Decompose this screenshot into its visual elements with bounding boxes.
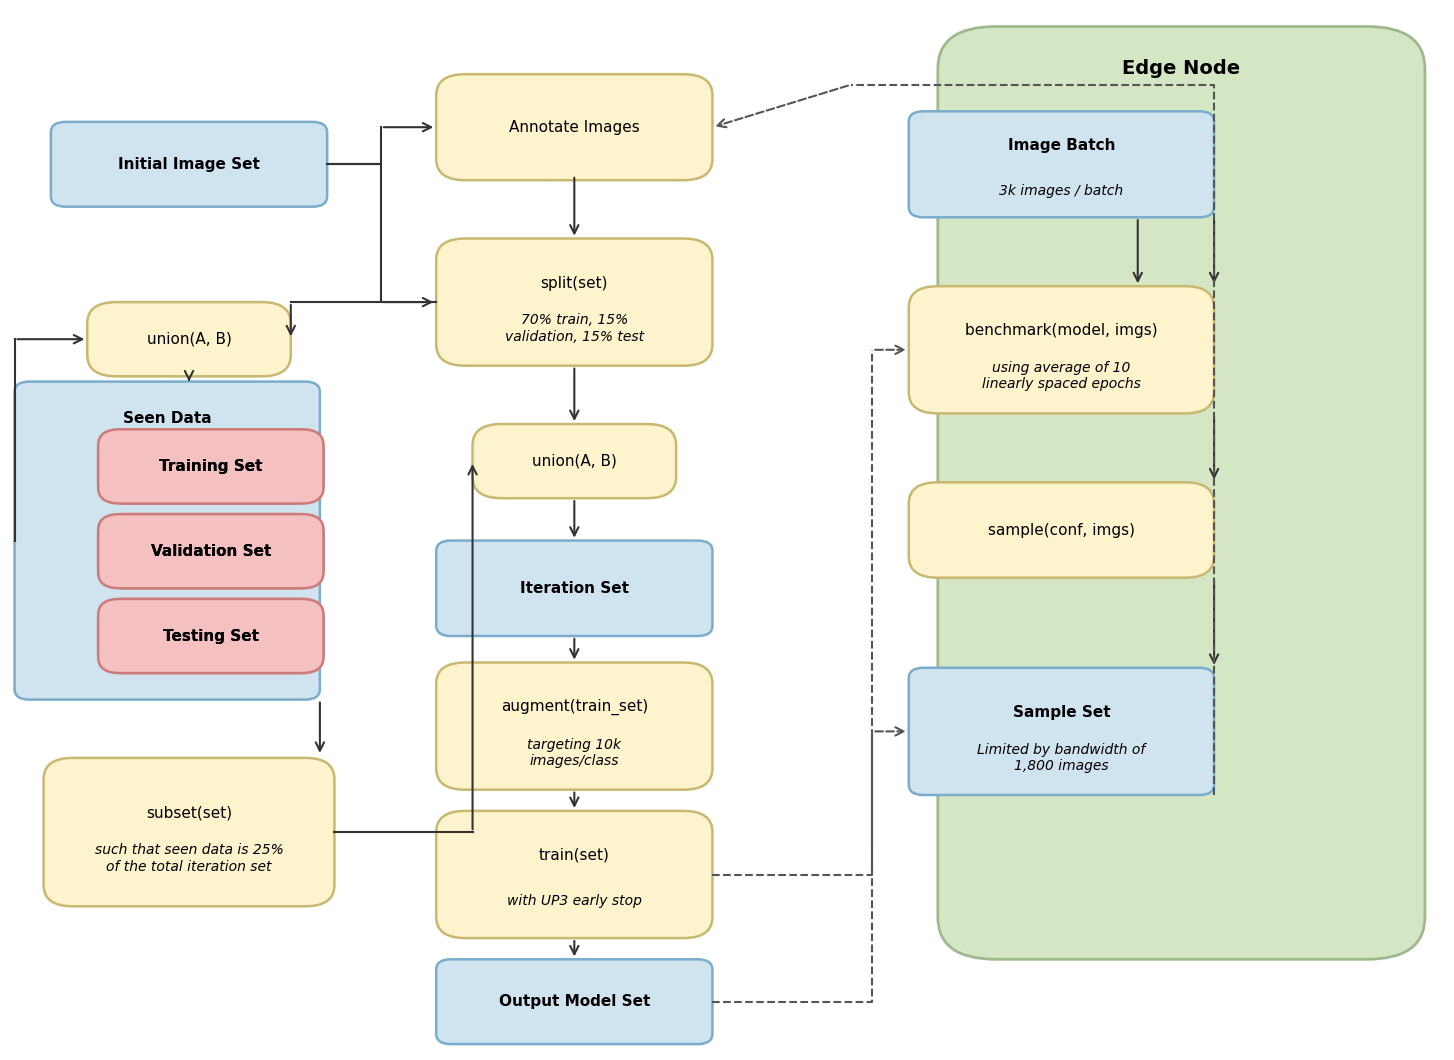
FancyBboxPatch shape xyxy=(436,959,712,1044)
Text: targeting 10k
images/class: targeting 10k images/class xyxy=(528,738,621,767)
FancyBboxPatch shape xyxy=(97,599,323,673)
Text: Output Model Set: Output Model Set xyxy=(499,994,650,1009)
Text: augment(train_set): augment(train_set) xyxy=(500,699,648,716)
FancyBboxPatch shape xyxy=(436,662,712,790)
Text: Testing Set: Testing Set xyxy=(163,629,259,643)
FancyBboxPatch shape xyxy=(97,599,323,673)
Text: Seen Data: Seen Data xyxy=(124,411,211,426)
Text: Iteration Set: Iteration Set xyxy=(521,581,628,596)
Text: Image Batch: Image Batch xyxy=(1008,138,1115,153)
FancyBboxPatch shape xyxy=(436,238,712,366)
Text: Testing Set: Testing Set xyxy=(163,629,259,643)
Text: Training Set: Training Set xyxy=(158,459,263,474)
FancyBboxPatch shape xyxy=(15,382,320,700)
FancyBboxPatch shape xyxy=(97,514,323,588)
Text: train(set): train(set) xyxy=(539,848,609,863)
Text: Validation Set: Validation Set xyxy=(151,544,270,559)
Text: 70% train, 15%
validation, 15% test: 70% train, 15% validation, 15% test xyxy=(505,314,644,343)
Text: union(A, B): union(A, B) xyxy=(532,454,616,469)
Text: Limited by bandwidth of
1,800 images: Limited by bandwidth of 1,800 images xyxy=(977,743,1146,773)
Text: split(set): split(set) xyxy=(541,276,608,290)
FancyBboxPatch shape xyxy=(436,74,712,180)
FancyBboxPatch shape xyxy=(97,429,323,503)
Text: such that seen data is 25%
of the total iteration set: such that seen data is 25% of the total … xyxy=(95,844,284,873)
FancyBboxPatch shape xyxy=(436,541,712,636)
Text: benchmark(model, imgs): benchmark(model, imgs) xyxy=(965,323,1157,338)
Text: Training Set: Training Set xyxy=(158,459,263,474)
FancyBboxPatch shape xyxy=(909,111,1214,217)
FancyBboxPatch shape xyxy=(87,302,291,376)
FancyBboxPatch shape xyxy=(97,514,323,588)
FancyBboxPatch shape xyxy=(938,26,1425,959)
Text: Validation Set: Validation Set xyxy=(151,544,270,559)
Text: union(A, B): union(A, B) xyxy=(147,332,231,347)
Text: with UP3 early stop: with UP3 early stop xyxy=(507,894,641,908)
FancyBboxPatch shape xyxy=(473,424,676,498)
FancyBboxPatch shape xyxy=(51,122,327,207)
Text: using average of 10
linearly spaced epochs: using average of 10 linearly spaced epoc… xyxy=(981,361,1141,391)
Text: Initial Image Set: Initial Image Set xyxy=(118,157,260,172)
Text: Edge Node: Edge Node xyxy=(1122,59,1240,78)
Text: Sample Set: Sample Set xyxy=(1012,705,1111,720)
FancyBboxPatch shape xyxy=(909,668,1214,795)
Text: Annotate Images: Annotate Images xyxy=(509,120,640,135)
FancyBboxPatch shape xyxy=(436,811,712,938)
FancyBboxPatch shape xyxy=(909,286,1214,413)
FancyBboxPatch shape xyxy=(97,429,323,503)
FancyBboxPatch shape xyxy=(909,482,1214,578)
Text: 3k images / batch: 3k images / batch xyxy=(999,183,1124,198)
FancyBboxPatch shape xyxy=(44,758,334,906)
Text: subset(set): subset(set) xyxy=(145,806,233,820)
Text: sample(conf, imgs): sample(conf, imgs) xyxy=(987,523,1136,537)
